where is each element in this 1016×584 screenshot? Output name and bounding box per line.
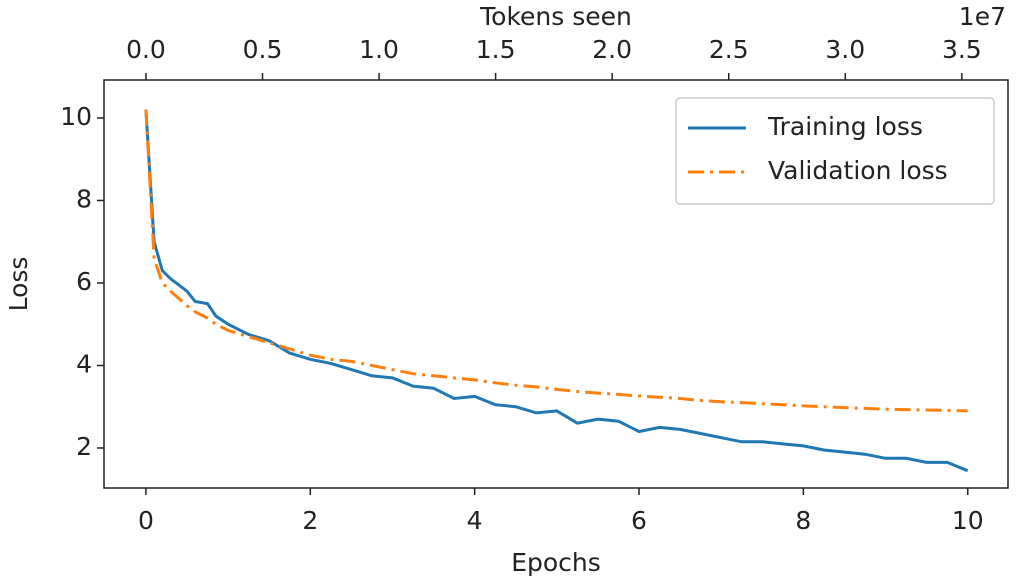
- x-tick-label: 4: [467, 506, 483, 535]
- y-tick-label: 10: [60, 102, 92, 131]
- y-tick-label: 4: [76, 349, 92, 378]
- x2-tick-label: 0.5: [243, 35, 283, 64]
- x-tick-label: 2: [302, 506, 318, 535]
- x2-tick-label: 2.5: [709, 35, 749, 64]
- x2-tick-label: 2.0: [592, 35, 632, 64]
- x2-tick-label: 1.0: [359, 35, 399, 64]
- legend-label: Validation loss: [768, 156, 948, 185]
- series-line: [144, 109, 969, 473]
- x2-tick-label: 1.5: [476, 35, 516, 64]
- x2-tick-label: 0.0: [126, 35, 166, 64]
- y-tick-label: 8: [76, 184, 92, 213]
- series-line: [144, 109, 968, 413]
- plot-frame: [103, 79, 1009, 489]
- y-tick-label: 2: [76, 432, 92, 461]
- x2-tick-label: 3.5: [942, 35, 982, 64]
- x-axis-label: Epochs: [511, 548, 601, 577]
- x2-tick-label: 3.0: [825, 35, 865, 64]
- y-tick-label: 6: [76, 267, 92, 296]
- x-tick-label: 6: [631, 506, 647, 535]
- x-tick-label: 0: [138, 506, 154, 535]
- x-tick-label: 8: [795, 506, 811, 535]
- legend-label: Training loss: [767, 112, 923, 141]
- y-axis-label: Loss: [4, 257, 33, 312]
- legend-box: [675, 97, 995, 205]
- x2-axis-label: Tokens seen: [479, 2, 632, 31]
- x2-offset-label: 1e7: [959, 2, 1006, 31]
- x-tick-label: 10: [952, 506, 984, 535]
